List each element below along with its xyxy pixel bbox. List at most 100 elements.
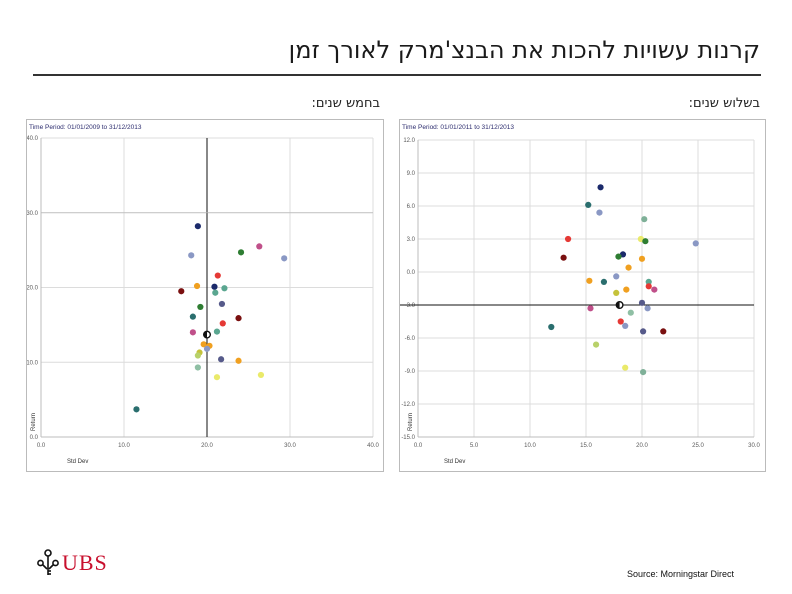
fund-point [622, 364, 629, 371]
five-year-chart-panel: Time Period: 01/01/2009 to 31/12/2013 0.0… [26, 119, 384, 472]
fund-point [200, 341, 207, 348]
fund-point [133, 406, 140, 413]
fund-point [194, 352, 201, 359]
fund-point [640, 328, 647, 335]
fund-point [600, 278, 608, 285]
fund-point [642, 238, 649, 245]
x-tick-label: 20.0 [636, 443, 648, 449]
fund-point [617, 318, 624, 325]
fund-point [644, 305, 651, 312]
fund-point [193, 282, 201, 290]
fund-point [189, 329, 196, 336]
fund-point [237, 249, 245, 256]
period-label: Time Period: 01/01/2009 to 31/12/2013 [29, 124, 142, 131]
fund-point [189, 313, 196, 320]
fund-point [564, 235, 572, 243]
fund-point [613, 289, 620, 296]
fund-point [212, 289, 219, 296]
benchmark-point-half [203, 331, 207, 338]
fund-point [592, 341, 600, 348]
fund-point [625, 264, 632, 271]
x-tick-label: 25.0 [692, 443, 704, 449]
source-note: Source: Morningstar Direct [627, 569, 735, 579]
fund-point [548, 323, 555, 331]
page-title: קרנות עשויות להכות את הבנצ'מרק לאורך זמן [288, 36, 760, 64]
x-tick-label: 15.0 [580, 443, 592, 449]
fund-point [613, 273, 620, 280]
fund-point [640, 369, 647, 376]
fund-point [211, 283, 218, 290]
y-axis-title: Return [408, 413, 414, 431]
x-tick-label: 30.0 [284, 443, 296, 449]
fund-point [638, 255, 646, 262]
y-tick-label: -3.0 [405, 303, 416, 309]
fund-point [281, 255, 288, 262]
five-year-scatter-chart: Time Period: 01/01/2009 to 31/12/2013 0.0… [27, 124, 379, 465]
y-tick-label: 0.0 [407, 270, 416, 276]
fund-point [692, 240, 699, 247]
fund-point [645, 283, 652, 290]
three-year-scatter-chart: Time Period: 01/01/2011 to 31/12/2013 0.0… [400, 124, 760, 465]
x-tick-label: 0.0 [37, 443, 46, 449]
fund-point [638, 299, 646, 306]
y-tick-label: -6.0 [405, 336, 416, 342]
fund-point [218, 356, 225, 363]
fund-point [596, 209, 603, 216]
y-tick-label: 3.0 [407, 237, 416, 243]
logo-wordmark: UBS [62, 550, 108, 575]
fund-point [645, 278, 652, 285]
fund-point [615, 253, 622, 260]
x-tick-label: 30.0 [748, 443, 760, 449]
fund-point [660, 328, 667, 335]
y-tick-label: -12.0 [401, 402, 415, 408]
fund-point [235, 315, 242, 322]
three-year-subtitle: בשלוש שנים: [688, 96, 760, 111]
fund-point [178, 288, 185, 295]
three-keys-icon [37, 549, 59, 575]
fund-point [587, 305, 594, 312]
fund-point [218, 300, 226, 308]
fund-point [560, 254, 567, 261]
y-axis-title: Return [31, 413, 37, 431]
fund-point [194, 364, 201, 371]
five-year-subtitle: בחמש שנים: [311, 96, 380, 111]
fund-point [203, 345, 211, 352]
y-tick-label: 20.0 [27, 286, 39, 292]
fund-point [651, 286, 658, 293]
period-label: Time Period: 01/01/2011 to 31/12/2013 [402, 124, 514, 131]
x-tick-label: 10.0 [524, 443, 536, 449]
fund-point [641, 216, 648, 223]
x-tick-label: 0.0 [414, 443, 423, 449]
fund-point [219, 320, 226, 327]
title-divider [33, 74, 761, 76]
y-tick-label: 10.0 [27, 360, 39, 366]
y-tick-label: -9.0 [405, 369, 416, 375]
fund-point [197, 303, 204, 311]
x-tick-label: 40.0 [367, 443, 379, 449]
three-year-chart-panel: Time Period: 01/01/2011 to 31/12/2013 0.0… [399, 119, 766, 472]
benchmark-point-half [616, 301, 620, 309]
fund-point [194, 223, 201, 230]
fund-point [214, 272, 221, 279]
fund-point [213, 374, 221, 381]
x-axis-title: Std Dev [444, 459, 465, 465]
y-tick-label: 9.0 [407, 171, 416, 177]
y-tick-label: 12.0 [403, 138, 415, 144]
y-tick-label: 30.0 [27, 211, 39, 217]
fund-point [188, 252, 195, 259]
fund-point [622, 322, 629, 329]
fund-point [623, 286, 630, 293]
x-tick-label: 5.0 [470, 443, 479, 449]
y-tick-label: -15.0 [401, 435, 415, 441]
fund-point [221, 285, 228, 292]
y-tick-label: 0.0 [30, 435, 39, 441]
x-axis-title: Std Dev [67, 459, 88, 465]
y-tick-label: 6.0 [407, 204, 416, 210]
x-tick-label: 20.0 [201, 443, 213, 449]
fund-point [213, 328, 221, 335]
fund-point [585, 201, 592, 208]
fund-point [257, 371, 265, 379]
y-tick-label: 40.0 [27, 136, 39, 142]
fund-point [627, 309, 634, 316]
fund-point [586, 277, 593, 284]
